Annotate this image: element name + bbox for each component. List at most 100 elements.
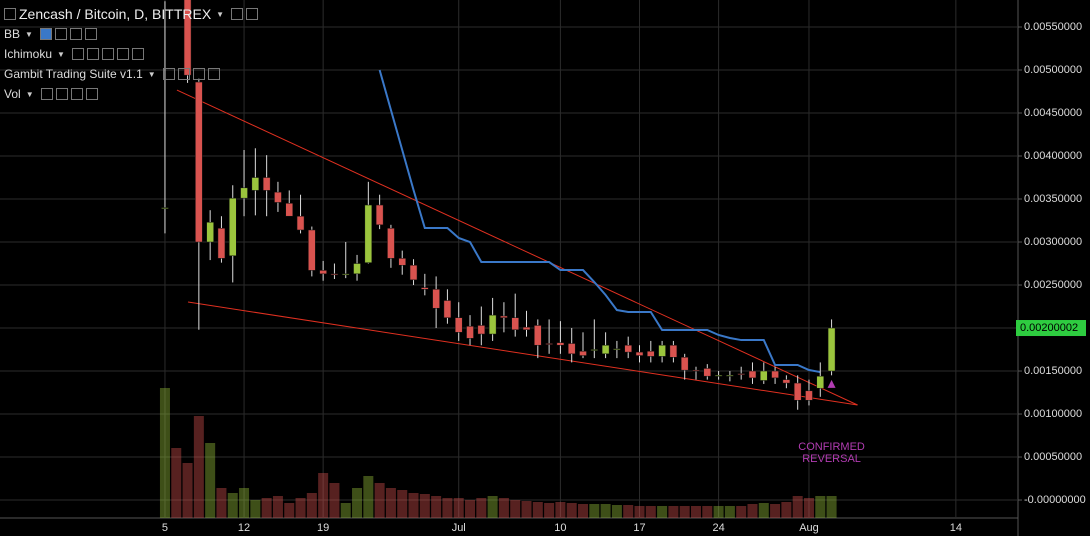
icon[interactable]: [116, 48, 129, 60]
volume-bar: [340, 503, 351, 518]
icon[interactable]: [39, 28, 52, 40]
y-tick-label: -0.00000000: [1024, 494, 1086, 506]
indicator-name[interactable]: Vol: [4, 87, 21, 101]
icon[interactable]: [70, 88, 83, 100]
caret[interactable]: ▼: [25, 29, 33, 39]
volume-bar: [566, 503, 577, 518]
candle-body: [805, 390, 813, 401]
candle-body: [601, 344, 610, 355]
volume-bar: [295, 498, 306, 518]
volume-bar: [442, 498, 453, 518]
icon[interactable]: [177, 68, 190, 80]
collapse-icon[interactable]: [4, 8, 16, 20]
icon[interactable]: [55, 88, 68, 100]
icon[interactable]: [71, 48, 84, 60]
candle-body: [466, 326, 474, 339]
candle-body: [375, 204, 384, 226]
caret[interactable]: ▼: [25, 89, 34, 99]
candle-body: [782, 379, 791, 384]
candle-body: [229, 197, 237, 257]
axes: -0.00000000 0.00050000 0.00100000 0.0015000…: [162, 21, 1086, 534]
candle-body: [353, 263, 361, 275]
candle-body: [262, 177, 271, 191]
candle-body: [658, 344, 666, 357]
candle-body: [217, 228, 226, 259]
y-tick-label: 0.00300000: [1024, 236, 1082, 248]
volume-bar: [713, 506, 724, 518]
volume-bar: [216, 488, 227, 518]
icon[interactable]: [207, 68, 220, 80]
icon[interactable]: [192, 68, 205, 80]
volume-bar: [815, 496, 826, 518]
candle-body: [251, 177, 260, 191]
candle-body: [680, 357, 689, 371]
volume-bar: [453, 498, 464, 518]
volume-bar: [205, 443, 216, 518]
icon[interactable]: [162, 68, 175, 80]
candle-body: [635, 351, 644, 356]
indicator-name[interactable]: Ichimoku: [4, 47, 53, 61]
y-tick-label: 0.00450000: [1024, 107, 1082, 119]
y-tick-label: 0.00350000: [1024, 193, 1082, 205]
candle-body: [319, 270, 327, 275]
icon[interactable]: [131, 48, 144, 60]
caret[interactable]: ▼: [57, 49, 65, 59]
candle-body: [240, 187, 248, 199]
volume-bar: [521, 501, 532, 518]
candle-body: [364, 204, 373, 263]
candle-body: [206, 221, 214, 243]
candle-body: [308, 229, 316, 271]
icon[interactable]: [231, 8, 244, 20]
candle-body: [341, 273, 350, 276]
x-tick-label: 10: [554, 522, 566, 534]
icon[interactable]: [54, 28, 67, 40]
candle-body: [488, 314, 497, 335]
candle-body: [590, 349, 599, 351]
volume-bar: [352, 488, 363, 518]
volume-bar: [487, 496, 498, 518]
candle-body: [161, 207, 169, 209]
x-tick-label: Jul: [452, 522, 466, 534]
trend-line: [187, 301, 858, 406]
volume-bar: [668, 506, 679, 518]
icon[interactable]: [86, 48, 99, 60]
indicator-name[interactable]: Gambit Trading Suite v1.1: [4, 67, 143, 81]
candle-body: [669, 344, 678, 358]
volume-bar: [758, 503, 769, 518]
x-tick-label: Aug: [799, 522, 819, 534]
candle-body: [771, 370, 779, 379]
icon[interactable]: [85, 88, 98, 100]
candle-body: [613, 348, 621, 350]
caret[interactable]: ▼: [147, 69, 156, 79]
icon[interactable]: [246, 8, 259, 20]
indicator-row: Vol ▼: [4, 84, 258, 104]
candle-body: [579, 350, 587, 356]
caret[interactable]: ▼: [216, 9, 225, 19]
candle-body: [545, 343, 553, 345]
indicator-line: [378, 69, 821, 374]
chart-title: Zencash / Bitcoin, D, BITTREX: [19, 6, 212, 22]
volume-bar: [363, 476, 374, 518]
volume-bar: [600, 504, 611, 518]
x-tick-label: 19: [317, 522, 329, 534]
x-tick-label: 14: [950, 522, 962, 534]
volume-bar: [645, 506, 656, 518]
icon[interactable]: [84, 28, 97, 40]
candle-body: [330, 273, 339, 276]
volume-bar: [476, 498, 487, 518]
icon[interactable]: [69, 28, 82, 40]
candle-body: [443, 300, 452, 318]
volume-bar: [227, 493, 238, 518]
candle-body: [387, 228, 395, 259]
candle-body: [567, 343, 576, 355]
volume-bar: [385, 488, 396, 518]
volume-bar: [770, 504, 781, 518]
indicator-name[interactable]: BB: [4, 27, 21, 41]
volume-bar: [498, 498, 509, 518]
volume-bar: [657, 506, 668, 518]
icon[interactable]: [40, 88, 53, 100]
icon[interactable]: [101, 48, 114, 60]
